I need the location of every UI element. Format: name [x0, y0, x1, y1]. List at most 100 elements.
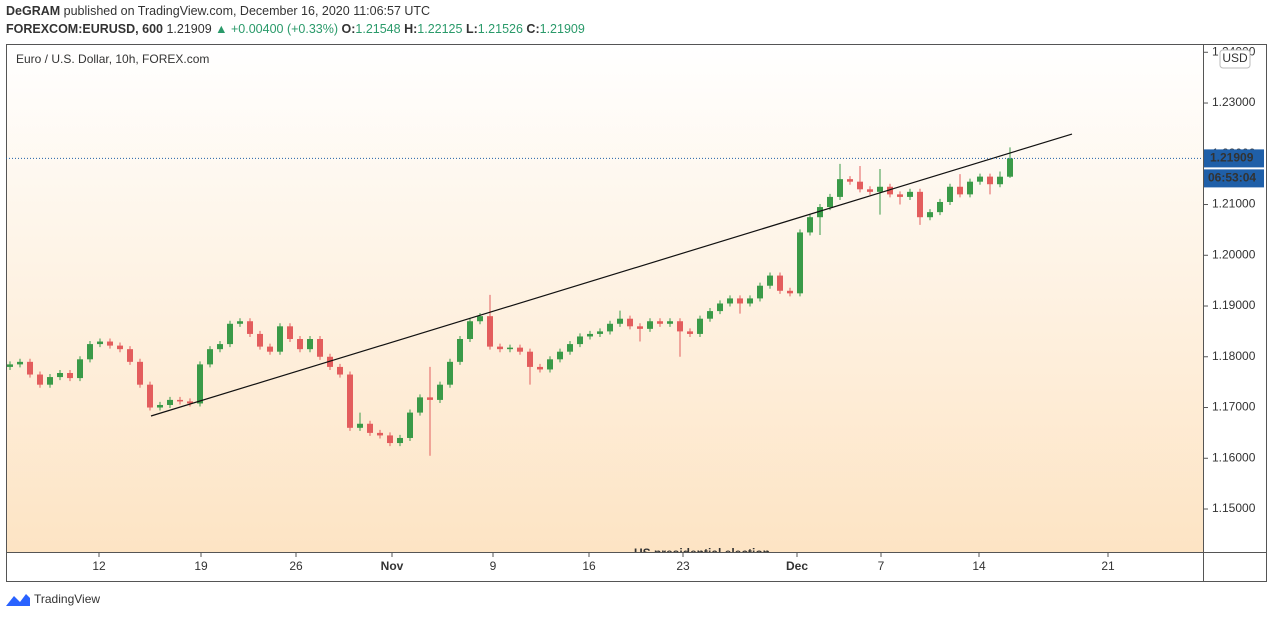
chart-frame — [6, 44, 1267, 582]
x-tick-label: 14 — [972, 559, 986, 573]
countdown: 06:53:04 — [1208, 171, 1256, 185]
candle-body — [527, 351, 533, 367]
candle-body — [347, 374, 353, 428]
candle-body — [427, 397, 433, 400]
candle-body — [387, 435, 393, 444]
candle-body — [657, 321, 663, 324]
candle-body — [337, 366, 343, 375]
y-tick-label: 1.23000 — [1212, 95, 1256, 109]
candle-body — [827, 196, 833, 208]
x-tick-label: 23 — [676, 559, 690, 573]
x-tick-label: 16 — [582, 559, 596, 573]
candle-body — [117, 345, 123, 350]
candle-body — [777, 275, 783, 291]
chart-title: Euro / U.S. Dollar, 10h, FOREX.com — [16, 52, 209, 66]
candle-body — [497, 346, 503, 350]
candle-body — [1007, 158, 1013, 177]
l-label: L: — [466, 22, 478, 36]
candle-body — [37, 374, 43, 385]
header-line1: DeGRAM published on TradingView.com, Dec… — [6, 4, 430, 18]
candle-body — [977, 176, 983, 182]
candle-body — [737, 298, 743, 304]
candle-body — [677, 321, 683, 332]
candle-body — [437, 384, 443, 400]
plot: US presidential election — [6, 133, 1203, 552]
candle-body — [177, 399, 183, 402]
published: published on TradingView.com, December 1… — [64, 4, 430, 18]
y-tick-label: 1.20000 — [1212, 247, 1256, 261]
x-tick-label: 12 — [92, 559, 106, 573]
candle-body — [927, 212, 933, 218]
candle-body — [697, 318, 703, 334]
candle-body — [487, 316, 493, 347]
candle-body — [587, 333, 593, 337]
candle-body — [377, 432, 383, 436]
candle-body — [157, 404, 163, 408]
logo-icon — [6, 594, 30, 606]
candle-body — [597, 331, 603, 334]
candle-body — [717, 303, 723, 312]
candle-body — [797, 232, 803, 294]
candle-body — [167, 399, 173, 405]
candle-body — [577, 336, 583, 345]
logo: TradingView — [6, 592, 100, 606]
low: 1.21526 — [478, 22, 523, 36]
candle-body — [807, 217, 813, 233]
candle-body — [787, 290, 793, 294]
candle-body — [887, 186, 893, 195]
candle-body — [257, 333, 263, 347]
candle-body — [547, 359, 553, 370]
candle-body — [227, 323, 233, 345]
last-price-label: 1.21909 — [1210, 151, 1254, 165]
candle-body — [107, 341, 113, 346]
candle-body — [367, 423, 373, 433]
candle-body — [467, 321, 473, 340]
candle-body — [307, 339, 313, 350]
candle-body — [297, 339, 303, 350]
candle-body — [837, 179, 843, 197]
candle-body — [857, 181, 863, 190]
candle-body — [17, 361, 23, 365]
candle-body — [607, 323, 613, 332]
candle-body — [267, 346, 273, 352]
candle-body — [327, 356, 333, 367]
change: ▲ +0.00400 (+0.33%) — [215, 22, 338, 36]
symbol: FOREXCOM:EURUSD, 600 — [6, 22, 163, 36]
candle-body — [687, 331, 693, 334]
last-price: 1.21909 — [166, 22, 211, 36]
candle-body — [67, 373, 73, 379]
countdown-box — [1204, 169, 1264, 188]
y-tick-label: 1.21000 — [1212, 197, 1256, 211]
candle-body — [567, 344, 573, 352]
candle-body — [727, 298, 733, 304]
y-tick-label: 1.15000 — [1212, 501, 1256, 515]
close: 1.21909 — [540, 22, 585, 36]
candle-body — [47, 377, 53, 385]
high: 1.22125 — [417, 22, 462, 36]
x-tick-label: 19 — [194, 559, 208, 573]
trendline — [150, 133, 1073, 417]
candle-body — [907, 191, 913, 197]
x-tick-label: 9 — [490, 559, 497, 573]
x-tick-label: 26 — [289, 559, 303, 573]
currency-button[interactable] — [1219, 49, 1251, 69]
candle-body — [987, 176, 993, 185]
candle-body — [287, 326, 293, 340]
candle-body — [847, 179, 853, 182]
candle-body — [87, 344, 93, 360]
candle-body — [637, 326, 643, 329]
candle-body — [967, 181, 973, 195]
candle-body — [397, 437, 403, 444]
candle-body — [237, 321, 243, 324]
candle-body — [417, 397, 423, 413]
candle-body — [447, 361, 453, 385]
candle-body — [617, 318, 623, 324]
candle-body — [137, 361, 143, 385]
c-label: C: — [526, 22, 539, 36]
header: DeGRAM published on TradingView.com, Dec… — [6, 4, 585, 36]
candle-body — [507, 347, 513, 350]
candle-body — [947, 186, 953, 202]
candle-body — [97, 341, 103, 345]
candle-body — [997, 176, 1003, 185]
candle-body — [707, 311, 713, 319]
